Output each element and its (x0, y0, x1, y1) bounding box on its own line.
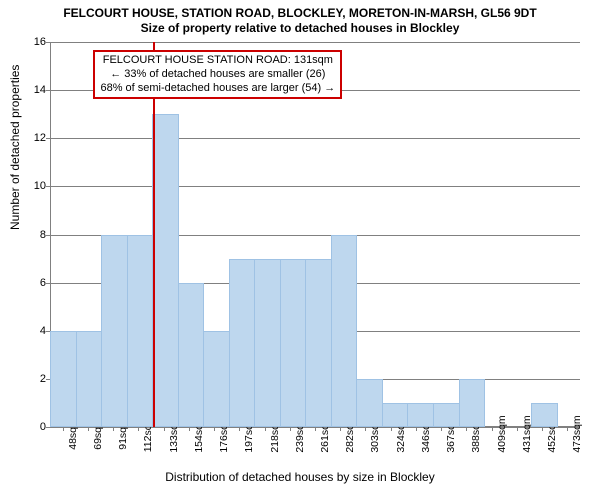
gridline (50, 42, 580, 43)
y-tick-mark (46, 90, 50, 91)
gridline (50, 186, 580, 187)
y-tick-label: 16 (22, 36, 46, 48)
x-tick-label: 473sqm (571, 415, 583, 452)
x-tick-mark (239, 427, 240, 431)
x-tick-mark (542, 427, 543, 431)
x-tick-mark (517, 427, 518, 431)
annotation-line-1: FELCOURT HOUSE STATION ROAD: 131sqm (100, 54, 335, 68)
annotation-line-3: 68% of semi-detached houses are larger (… (100, 82, 335, 96)
x-tick-mark (340, 427, 341, 431)
y-tick-label: 0 (22, 421, 46, 433)
x-tick-mark (391, 427, 392, 431)
histogram-bar (531, 403, 558, 427)
histogram-bar (459, 379, 486, 427)
histogram-bar (407, 403, 434, 427)
histogram-bar (280, 259, 307, 427)
x-tick-mark (88, 427, 89, 431)
y-tick-mark (46, 186, 50, 187)
histogram-bar (101, 235, 128, 428)
x-tick-mark (290, 427, 291, 431)
histogram-bar (433, 403, 460, 427)
y-tick-mark (46, 427, 50, 428)
annotation-line-2: ← 33% of detached houses are smaller (26… (100, 68, 335, 82)
y-tick-label: 8 (22, 229, 46, 241)
x-tick-label: 409sqm (496, 415, 508, 452)
histogram-bar (76, 331, 103, 427)
x-tick-mark (214, 427, 215, 431)
y-tick-label: 10 (22, 180, 46, 192)
x-tick-mark (113, 427, 114, 431)
x-tick-mark (492, 427, 493, 431)
histogram-bar (178, 283, 205, 427)
y-tick-mark (46, 283, 50, 284)
x-tick-mark (63, 427, 64, 431)
gridline (50, 138, 580, 139)
chart-title: FELCOURT HOUSE, STATION ROAD, BLOCKLEY, … (0, 6, 600, 20)
x-tick-mark (365, 427, 366, 431)
y-tick-label: 4 (22, 325, 46, 337)
histogram-bar (382, 403, 409, 427)
x-tick-mark (164, 427, 165, 431)
y-tick-label: 2 (22, 373, 46, 385)
histogram-bar (331, 235, 358, 428)
x-tick-mark (416, 427, 417, 431)
x-tick-mark (189, 427, 190, 431)
histogram-bar (127, 235, 154, 428)
x-axis-label: Distribution of detached houses by size … (0, 470, 600, 484)
histogram-bar (203, 331, 230, 427)
x-tick-mark (441, 427, 442, 431)
y-tick-label: 14 (22, 84, 46, 96)
y-tick-label: 6 (22, 277, 46, 289)
histogram-bar (356, 379, 383, 427)
x-tick-mark (138, 427, 139, 431)
chart-subtitle: Size of property relative to detached ho… (0, 21, 600, 35)
x-tick-mark (315, 427, 316, 431)
y-tick-label: 12 (22, 132, 46, 144)
y-tick-mark (46, 138, 50, 139)
y-tick-mark (46, 235, 50, 236)
histogram-bar (152, 114, 179, 427)
chart-plot-area: FELCOURT HOUSE STATION ROAD: 131sqm ← 33… (50, 42, 580, 427)
x-tick-mark (567, 427, 568, 431)
histogram-bar (305, 259, 332, 427)
histogram-bar (254, 259, 281, 427)
y-axis-label: Number of detached properties (8, 65, 22, 230)
histogram-bar (229, 259, 256, 427)
y-tick-mark (46, 42, 50, 43)
reference-line (153, 42, 155, 427)
histogram-bar (50, 331, 77, 427)
x-tick-mark (265, 427, 266, 431)
annotation-callout: FELCOURT HOUSE STATION ROAD: 131sqm ← 33… (93, 50, 342, 99)
x-tick-mark (466, 427, 467, 431)
